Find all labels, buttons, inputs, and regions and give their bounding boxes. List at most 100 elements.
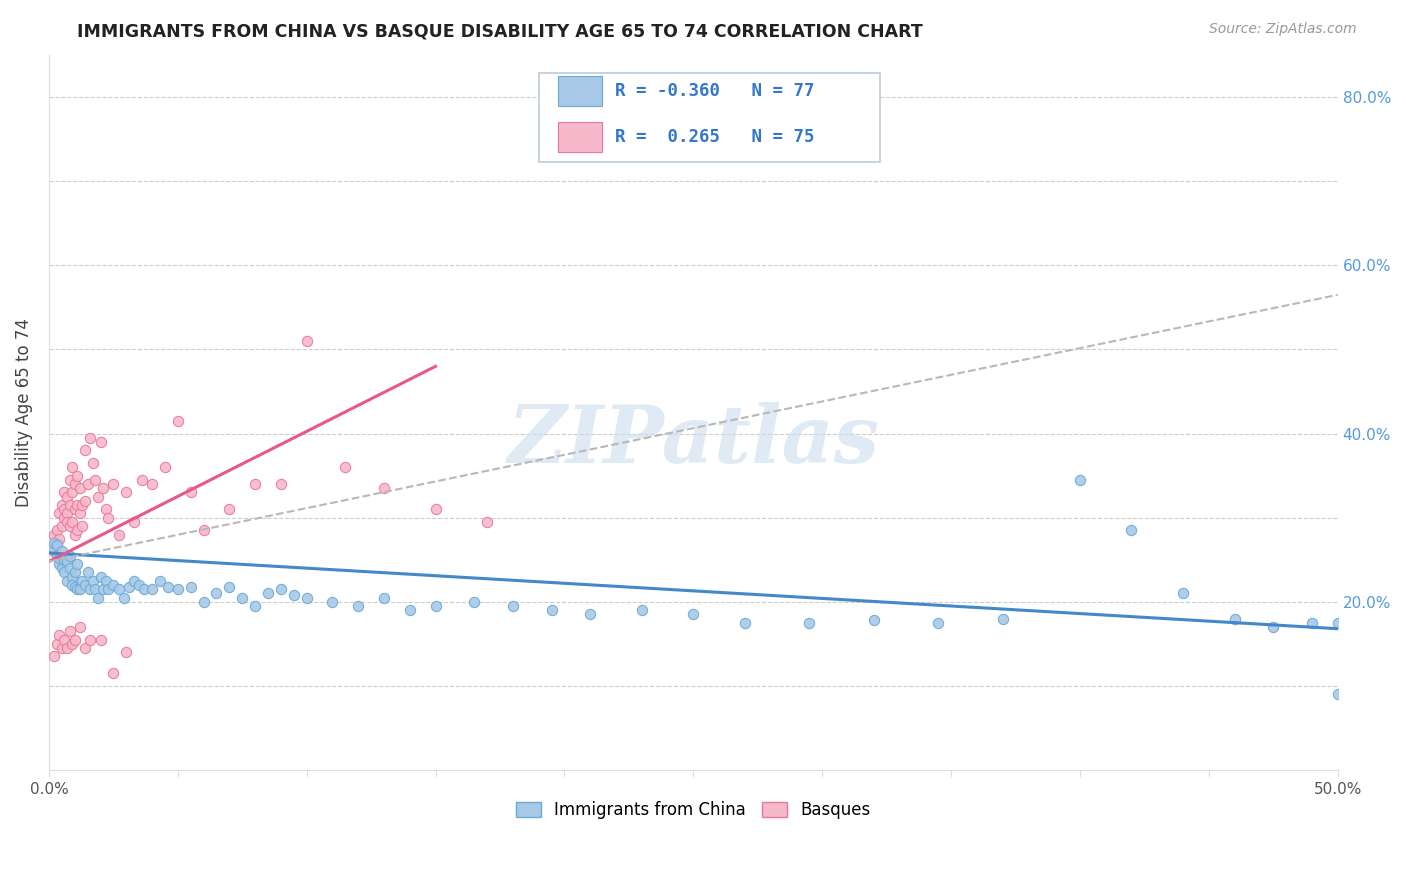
Point: [991, 612, 1014, 626]
Point: [79, 582, 101, 597]
Point: [58, 624, 80, 639]
Point: [41, 540, 63, 554]
FancyBboxPatch shape: [558, 76, 602, 106]
Point: [682, 607, 704, 622]
Point: [66, 468, 89, 483]
Point: [48, 551, 70, 566]
Point: [66, 557, 89, 571]
Point: [1223, 612, 1246, 626]
Point: [66, 582, 89, 597]
Point: [73, 641, 96, 656]
Point: [425, 502, 447, 516]
Point: [60, 578, 83, 592]
Point: [734, 615, 756, 630]
Point: [58, 498, 80, 512]
Point: [66, 498, 89, 512]
Point: [51, 519, 73, 533]
Point: [45, 549, 67, 563]
Point: [58, 549, 80, 563]
Point: [53, 566, 76, 580]
Point: [60, 515, 83, 529]
Point: [243, 477, 266, 491]
Point: [56, 641, 79, 656]
Point: [91, 582, 114, 597]
Point: [97, 582, 120, 597]
Point: [72, 498, 94, 512]
Point: [475, 515, 498, 529]
Point: [1301, 615, 1323, 630]
Point: [66, 524, 89, 538]
Point: [1121, 524, 1143, 538]
Point: [166, 582, 188, 597]
Point: [218, 502, 240, 516]
Point: [103, 477, 125, 491]
Point: [51, 561, 73, 575]
Point: [270, 477, 292, 491]
Point: [69, 582, 91, 597]
Point: [141, 477, 163, 491]
Point: [180, 580, 202, 594]
Point: [58, 519, 80, 533]
Y-axis label: Disability Age 65 to 74: Disability Age 65 to 74: [15, 318, 32, 507]
Point: [103, 666, 125, 681]
Point: [48, 507, 70, 521]
Point: [56, 554, 79, 568]
Point: [79, 431, 101, 445]
Point: [82, 456, 104, 470]
Point: [231, 591, 253, 605]
Point: [60, 485, 83, 500]
Point: [425, 599, 447, 613]
Point: [53, 485, 76, 500]
Point: [89, 569, 111, 583]
Point: [72, 519, 94, 533]
Point: [82, 574, 104, 588]
Point: [193, 524, 215, 538]
Point: [69, 481, 91, 495]
Point: [115, 645, 138, 659]
Point: [84, 582, 107, 597]
Point: [579, 607, 602, 622]
Point: [257, 586, 280, 600]
Point: [463, 595, 485, 609]
Point: [1326, 687, 1348, 701]
Point: [295, 334, 318, 348]
Point: [131, 473, 153, 487]
Point: [41, 540, 63, 554]
Point: [56, 574, 79, 588]
Point: [42, 649, 65, 664]
Point: [1326, 615, 1348, 630]
Point: [335, 460, 357, 475]
Point: [166, 414, 188, 428]
Point: [73, 443, 96, 458]
Point: [63, 566, 86, 580]
Point: [76, 477, 98, 491]
Text: R = -0.360   N = 77: R = -0.360 N = 77: [614, 82, 814, 100]
Point: [53, 510, 76, 524]
Point: [218, 580, 240, 594]
Point: [73, 494, 96, 508]
Point: [115, 485, 138, 500]
Point: [927, 615, 949, 630]
Point: [42, 544, 65, 558]
Text: ZIPatlas: ZIPatlas: [508, 402, 879, 480]
Point: [87, 490, 110, 504]
Point: [128, 578, 150, 592]
Point: [799, 615, 821, 630]
Point: [243, 599, 266, 613]
Point: [270, 582, 292, 597]
Point: [48, 557, 70, 571]
Point: [73, 578, 96, 592]
Point: [1171, 586, 1194, 600]
Point: [156, 580, 179, 594]
Point: [180, 485, 202, 500]
Point: [56, 490, 79, 504]
Point: [63, 527, 86, 541]
Point: [107, 527, 129, 541]
Point: [51, 498, 73, 512]
Point: [60, 637, 83, 651]
Point: [76, 566, 98, 580]
Point: [48, 532, 70, 546]
Point: [58, 473, 80, 487]
Point: [60, 460, 83, 475]
Point: [122, 515, 145, 529]
